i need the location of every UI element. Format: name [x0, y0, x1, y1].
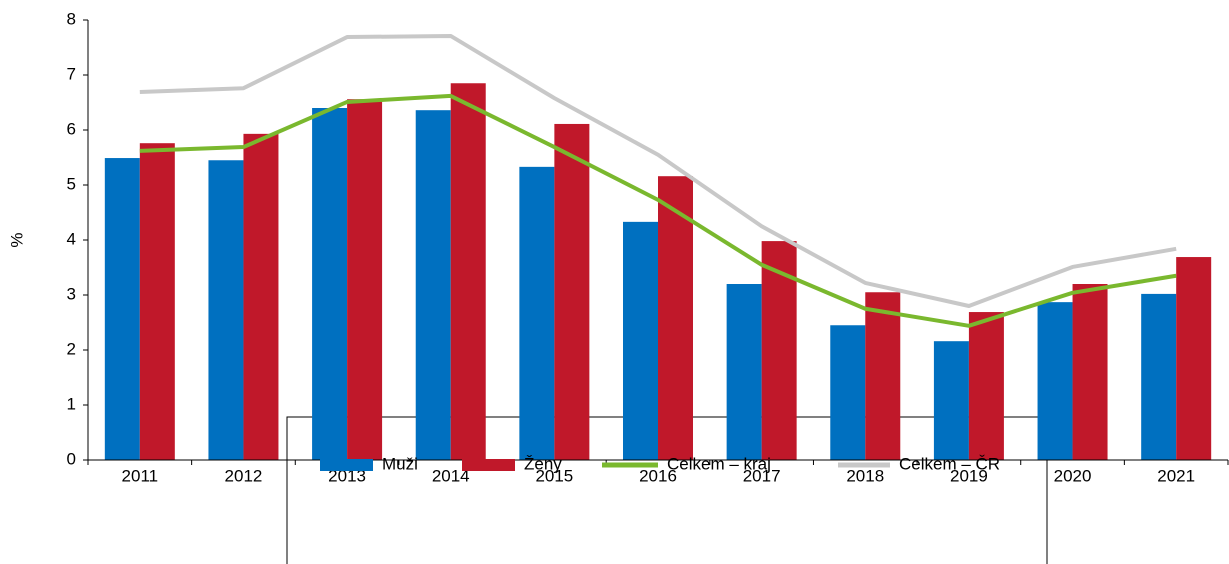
y-tick-label: 8 — [67, 9, 76, 28]
bar — [1141, 293, 1177, 460]
bar — [104, 158, 140, 461]
bar — [726, 284, 762, 460]
bar — [347, 99, 383, 460]
legend-label: Celkem – kraj — [667, 454, 771, 473]
y-tick-label: 3 — [67, 284, 76, 303]
legend-label: Celkem – ČR — [899, 454, 1000, 473]
bar — [554, 123, 590, 460]
bar — [450, 83, 486, 460]
x-tick-label: 2012 — [225, 466, 263, 485]
y-tick-label: 2 — [67, 339, 76, 358]
bar — [415, 110, 451, 460]
bar — [865, 292, 901, 460]
bar — [658, 176, 693, 460]
x-tick-label: 2021 — [1157, 466, 1195, 485]
y-tick-label: 4 — [67, 229, 76, 248]
legend-label: Muži — [382, 454, 418, 473]
legend-swatch — [320, 459, 373, 471]
bar — [519, 166, 555, 460]
y-tick-label: 0 — [67, 449, 76, 468]
bar — [933, 341, 969, 460]
bar — [968, 312, 1004, 460]
y-tick-label: 6 — [67, 119, 76, 138]
x-tick-label: 2014 — [432, 466, 470, 485]
bar — [139, 143, 175, 460]
x-tick-label: 2017 — [743, 466, 781, 485]
y-axis-label: % — [7, 232, 26, 247]
x-tick-label: 2011 — [122, 466, 159, 485]
line — [139, 33, 1177, 308]
bar — [1176, 257, 1212, 460]
x-tick-label: 2019 — [950, 466, 988, 485]
y-tick-label: 7 — [67, 64, 76, 83]
bar — [1072, 284, 1108, 460]
line — [139, 93, 1177, 328]
bar — [830, 325, 866, 460]
bar — [208, 160, 244, 460]
x-tick-label: 2016 — [639, 466, 677, 485]
x-tick-label: 2015 — [535, 466, 573, 485]
bar — [243, 133, 279, 460]
x-tick-label: 2020 — [1054, 466, 1092, 485]
legend-swatch — [462, 459, 515, 471]
bar — [312, 108, 348, 460]
bar — [623, 221, 658, 460]
bar — [1037, 302, 1073, 460]
y-tick-label: 5 — [67, 174, 76, 193]
legend-label: Ženy — [524, 454, 562, 473]
x-tick-label: 2018 — [846, 466, 884, 485]
y-tick-label: 1 — [67, 394, 76, 413]
x-tick-label: 2013 — [328, 466, 366, 485]
